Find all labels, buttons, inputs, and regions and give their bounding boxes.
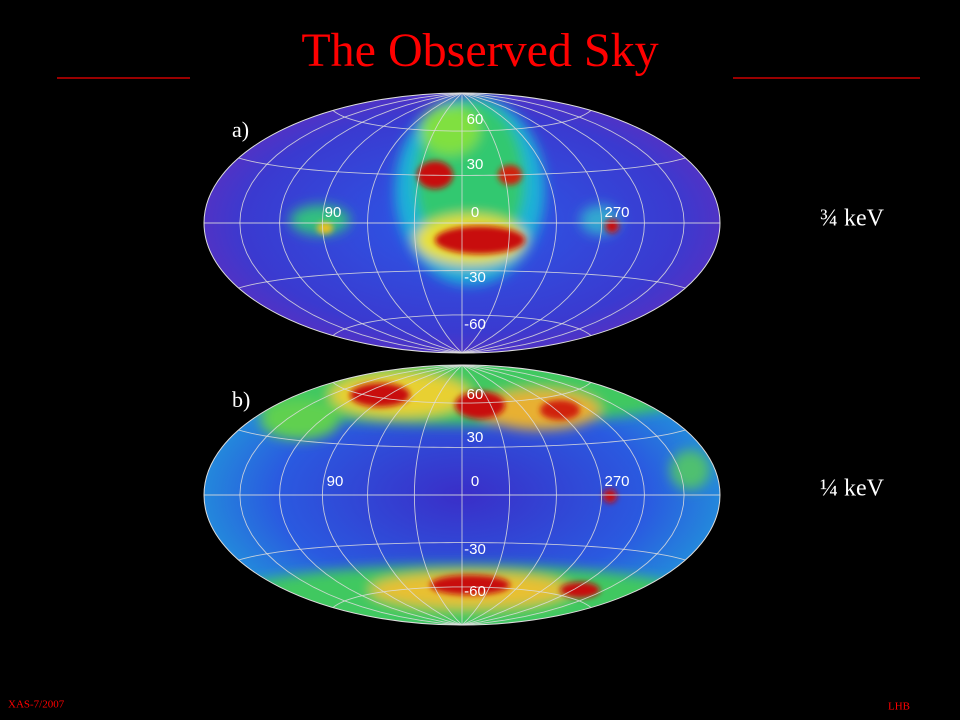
title: The Observed Sky — [301, 24, 658, 77]
panel-label: a) — [232, 117, 249, 142]
latitude-label: 0 — [471, 473, 479, 490]
latitude-label: -60 — [464, 316, 486, 333]
panel-label: b) — [232, 387, 250, 412]
energy-label: ¾ keV — [820, 206, 885, 232]
parallel — [332, 314, 592, 336]
latitude-label: -30 — [464, 541, 486, 558]
labels: 60 30 0 -30 -60 90 270 60 30 0 -30 -60 90 270 — [325, 111, 630, 600]
parallel — [332, 382, 592, 404]
parallel — [238, 157, 686, 176]
coordinate-grid — [203, 364, 721, 626]
parallel — [332, 110, 592, 132]
latitude-label: 60 — [467, 386, 484, 403]
parallel — [238, 270, 686, 289]
longitude-label: 270 — [604, 204, 629, 221]
footer-left: XAS-7/2007 — [8, 699, 65, 711]
latitude-label: 30 — [467, 156, 484, 173]
parallel — [238, 542, 686, 561]
latitude-label: 30 — [467, 429, 484, 446]
longitude-label: 90 — [327, 473, 344, 490]
parallel — [238, 429, 686, 448]
parallel — [332, 586, 592, 608]
latitude-label: 60 — [467, 111, 484, 128]
longitude-label: 90 — [325, 204, 342, 221]
longitude-label: 270 — [604, 473, 629, 490]
latitude-label: -30 — [464, 269, 486, 286]
energy-label: ¼ keV — [820, 476, 885, 502]
coordinate-grid — [203, 92, 721, 354]
latitude-label: -60 — [464, 583, 486, 600]
footer-right: LHB — [888, 701, 910, 713]
latitude-label: 0 — [471, 204, 479, 221]
